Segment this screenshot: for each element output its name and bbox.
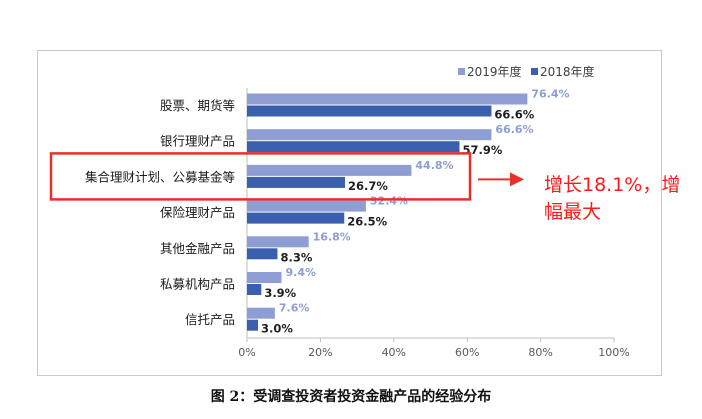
- x-tick-label: 60%: [455, 346, 479, 359]
- figure-caption: 图 2：受调查投资者投资金融产品的经验分布: [210, 389, 492, 405]
- data-label-2019: 9.4%: [285, 266, 316, 279]
- bar-2019: [247, 236, 309, 248]
- chart-legend: 2019年度 2018年度: [458, 64, 595, 79]
- bar-2018: [247, 141, 460, 153]
- data-label-2018: 3.0%: [261, 322, 293, 336]
- data-label-2019: 66.6%: [495, 123, 533, 136]
- bar-2019: [247, 93, 528, 105]
- category-label: 信托产品: [185, 312, 235, 327]
- x-axis: 0% 20% 40% 60% 80% 100%: [238, 88, 630, 359]
- legend-swatch: [531, 68, 538, 75]
- growth-annotation: 增长18.1%，增幅最大: [544, 174, 681, 223]
- legend-label: 2018年度: [540, 64, 595, 79]
- data-label-2019: 32.4%: [370, 195, 408, 208]
- bar-2019: [247, 200, 366, 212]
- legend-label: 2019年度: [467, 64, 522, 79]
- bar-2018: [247, 248, 278, 260]
- data-label-2018: 57.9%: [462, 143, 502, 157]
- highlight-box: [49, 152, 472, 201]
- bar-2019: [247, 272, 282, 283]
- category-label: 私募机构产品: [160, 277, 235, 292]
- bar-2019: [247, 129, 492, 141]
- bar-2019: [247, 307, 275, 319]
- x-tick-label: 80%: [528, 346, 552, 359]
- bars: 76.4% 66.6%66.6% 57.9% 44.8% 26.7% 32.4% 26.5%…: [247, 88, 570, 336]
- data-label-2019: 44.8%: [415, 159, 453, 172]
- category-label: 保险理财产品: [160, 205, 235, 220]
- legend-swatch: [458, 68, 465, 75]
- bar-2018: [247, 212, 345, 224]
- bar-2018: [247, 319, 259, 331]
- x-tick-label: 0%: [238, 346, 255, 359]
- x-tick-label: 100%: [598, 346, 629, 359]
- data-label-2018: 26.7%: [348, 179, 388, 193]
- data-label-2018: 26.5%: [347, 215, 387, 229]
- bar-2018: [247, 105, 492, 117]
- data-label-2018: 3.9%: [264, 286, 296, 300]
- category-label: 银行理财产品: [160, 134, 235, 149]
- data-label-2018: 8.3%: [280, 250, 312, 264]
- category-label: 股票、期货等: [160, 98, 235, 113]
- highlight-annotation: [49, 152, 524, 201]
- category-label: 其他金融产品: [160, 241, 235, 256]
- bar-2018: [247, 176, 345, 188]
- bar-2018: [247, 284, 262, 295]
- data-label-2019: 7.6%: [279, 302, 310, 315]
- category-label: 集合理财计划、公募基金等: [85, 169, 235, 184]
- x-tick-label: 40%: [382, 346, 406, 359]
- x-tick-label: 20%: [308, 346, 332, 359]
- data-label-2019: 16.8%: [313, 230, 351, 243]
- bar-2019: [247, 164, 412, 176]
- arrow-head: [510, 172, 524, 187]
- data-label-2018: 66.6%: [494, 108, 534, 122]
- category-labels: 股票、期货等银行理财产品集合理财计划、公募基金等保险理财产品其他金融产品私募机构…: [85, 98, 235, 327]
- data-label-2019: 76.4%: [531, 88, 569, 101]
